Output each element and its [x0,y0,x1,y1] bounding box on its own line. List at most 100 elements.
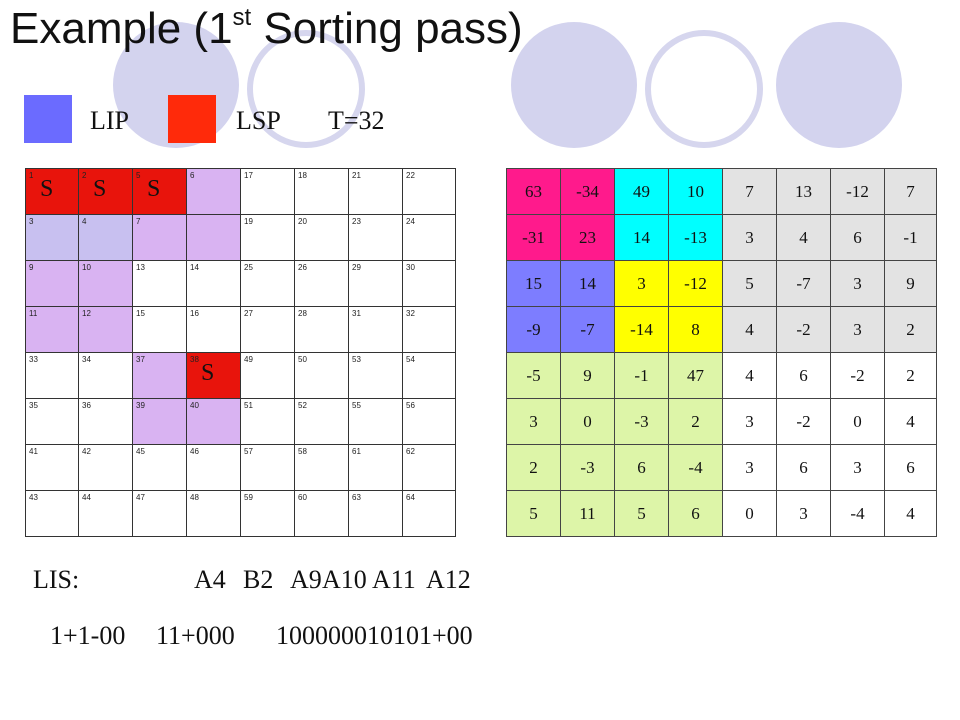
position-cell: 48 [186,490,241,537]
coefficient-cell: 3 [830,306,885,353]
position-cell: 40 [186,398,241,445]
coefficient-cell: 0 [722,490,777,537]
coefficient-cell: 3 [722,214,777,261]
position-cell: 59 [240,490,295,537]
position-cell: 37 [132,352,187,399]
position-cell: 10 [78,260,133,307]
position-cell: 62 [402,444,456,491]
coefficient-cell: -3 [560,444,615,491]
coefficient-cell: 0 [560,398,615,445]
position-cell: 41 [25,444,79,491]
position-cell: 13 [132,260,187,307]
position-cell: 64 [402,490,456,537]
bitstream-group-1: 1+1-00 [50,621,126,650]
position-cell: 19 [240,214,295,261]
coefficient-cell: -12 [668,260,723,307]
position-cell: 39 [132,398,187,445]
position-cell: 31 [348,306,403,353]
coefficient-cell: 49 [614,168,669,215]
position-cell: 9 [25,260,79,307]
coefficient-cell: 9 [560,352,615,399]
coefficient-cell: 2 [884,352,937,399]
lis-label: LIS: [33,565,80,594]
coefficient-cell: -2 [776,398,831,445]
position-cell: 42 [78,444,133,491]
coefficient-cell: 4 [722,306,777,353]
position-cell: 18 [294,168,349,215]
coefficient-cell: 4 [722,352,777,399]
title-superscript: st [232,4,252,31]
position-cell: 6 [186,168,241,215]
coefficient-cell: 0 [830,398,885,445]
coefficient-cell: 7 [722,168,777,215]
decorative-circle [511,22,637,148]
coefficient-cell: 63 [506,168,561,215]
position-cell: 17 [240,168,295,215]
coefficient-cell: 5 [722,260,777,307]
position-cell: 58 [294,444,349,491]
position-cell: 49 [240,352,295,399]
coefficient-cell: 3 [776,490,831,537]
coefficient-cell: -7 [776,260,831,307]
coefficient-cell: 4 [776,214,831,261]
lsp-legend-label: LSP [236,106,281,135]
coefficient-cell: 8 [668,306,723,353]
position-cell: 30 [402,260,456,307]
position-cell: 45 [132,444,187,491]
position-cell: 51 [240,398,295,445]
coefficient-cell: 3 [830,260,885,307]
lis-item: A10 [322,565,367,594]
coefficient-value-grid: 63 -34 49 10 7 13 -12 7 -31 23 14 -13 3 4 6 -1 15 14 3 -12 5… [506,168,937,537]
decorative-ring [645,30,763,148]
position-cell: 54 [402,352,456,399]
position-cell: 4 [78,214,133,261]
coefficient-cell: 6 [830,214,885,261]
coefficient-cell: 6 [776,352,831,399]
position-cell: 47 [132,490,187,537]
position-cell: 7 [132,214,187,261]
position-cell: 29 [348,260,403,307]
position-cell: 60 [294,490,349,537]
coefficient-cell: 2 [668,398,723,445]
position-cell: 16 [186,306,241,353]
position-cell: 32 [402,306,456,353]
coefficient-cell: 3 [722,398,777,445]
title-main: Example (1 [10,4,233,53]
position-cell: 53 [348,352,403,399]
coefficient-cell: 3 [614,260,669,307]
coefficient-cell: -4 [668,444,723,491]
coefficient-cell: 2 [506,444,561,491]
position-cell: 15 [132,306,187,353]
position-cell: 20 [294,214,349,261]
coefficient-cell: 14 [614,214,669,261]
decorative-ring [247,30,365,148]
coefficient-cell: 10 [668,168,723,215]
position-cell: 55 [348,398,403,445]
position-cell: 14 [186,260,241,307]
position-cell: 22 [402,168,456,215]
coefficient-cell: -3 [614,398,669,445]
lsp-legend-swatch [168,95,216,143]
coefficient-cell: 4 [884,490,937,537]
lis-item: A9 [290,565,322,594]
position-cell: 63 [348,490,403,537]
coefficient-cell: 6 [884,444,937,491]
significance-flag: S [147,176,161,202]
lis-item: A12 [426,565,471,594]
position-cell: 56 [402,398,456,445]
position-cell: 21 [348,168,403,215]
position-cell: 25 [240,260,295,307]
coefficient-position-grid: 1 2 5 6 17 18 21 22 3 4 7 19 20 23 24 9 10 13 14 25 26 29 30 11… [25,168,456,537]
position-cell: 57 [240,444,295,491]
position-cell: 50 [294,352,349,399]
slide-title: Example (1st Sorting pass) [10,4,523,54]
position-cell: 26 [294,260,349,307]
lis-item: B2 [243,565,274,594]
coefficient-cell: 11 [560,490,615,537]
coefficient-cell: -5 [506,352,561,399]
coefficient-cell: 6 [668,490,723,537]
coefficient-cell: 14 [560,260,615,307]
coefficient-cell: -14 [614,306,669,353]
position-cell: 61 [348,444,403,491]
decorative-circle [776,22,902,148]
